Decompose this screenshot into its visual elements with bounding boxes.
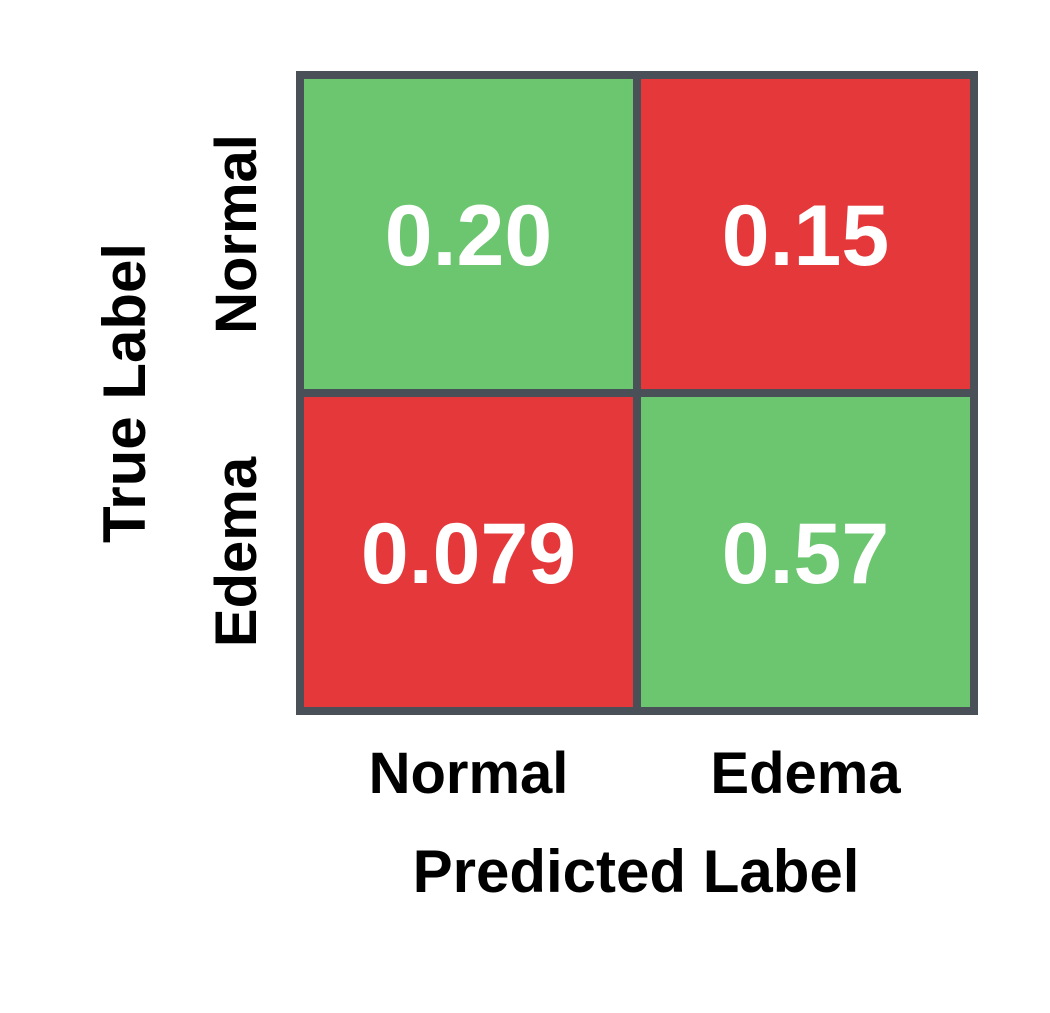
cell-value-label: 0.079 [361, 506, 576, 602]
matrix-cell [637, 393, 974, 711]
matrix-cell [637, 75, 974, 393]
x-tick-labels: Normal Edema [369, 741, 902, 806]
x-tick-label: Normal [369, 741, 569, 806]
y-tick-label: Edema [204, 456, 269, 647]
matrix-cells: 0.20 0.15 0.079 0.57 [300, 75, 974, 711]
y-tick-label: Normal [204, 134, 269, 334]
cell-value-label: 0.15 [722, 188, 889, 284]
x-axis-title: Predicted Label [413, 838, 860, 905]
cell-value-label: 0.57 [722, 506, 889, 602]
y-axis-title: True Label [91, 243, 158, 543]
matrix-cell [300, 75, 637, 393]
matrix-cell [300, 393, 637, 711]
y-tick-labels: Normal Edema [204, 134, 269, 647]
x-tick-label: Edema [710, 741, 901, 806]
matrix-grid [296, 71, 978, 715]
cell-value-label: 0.20 [385, 188, 552, 284]
